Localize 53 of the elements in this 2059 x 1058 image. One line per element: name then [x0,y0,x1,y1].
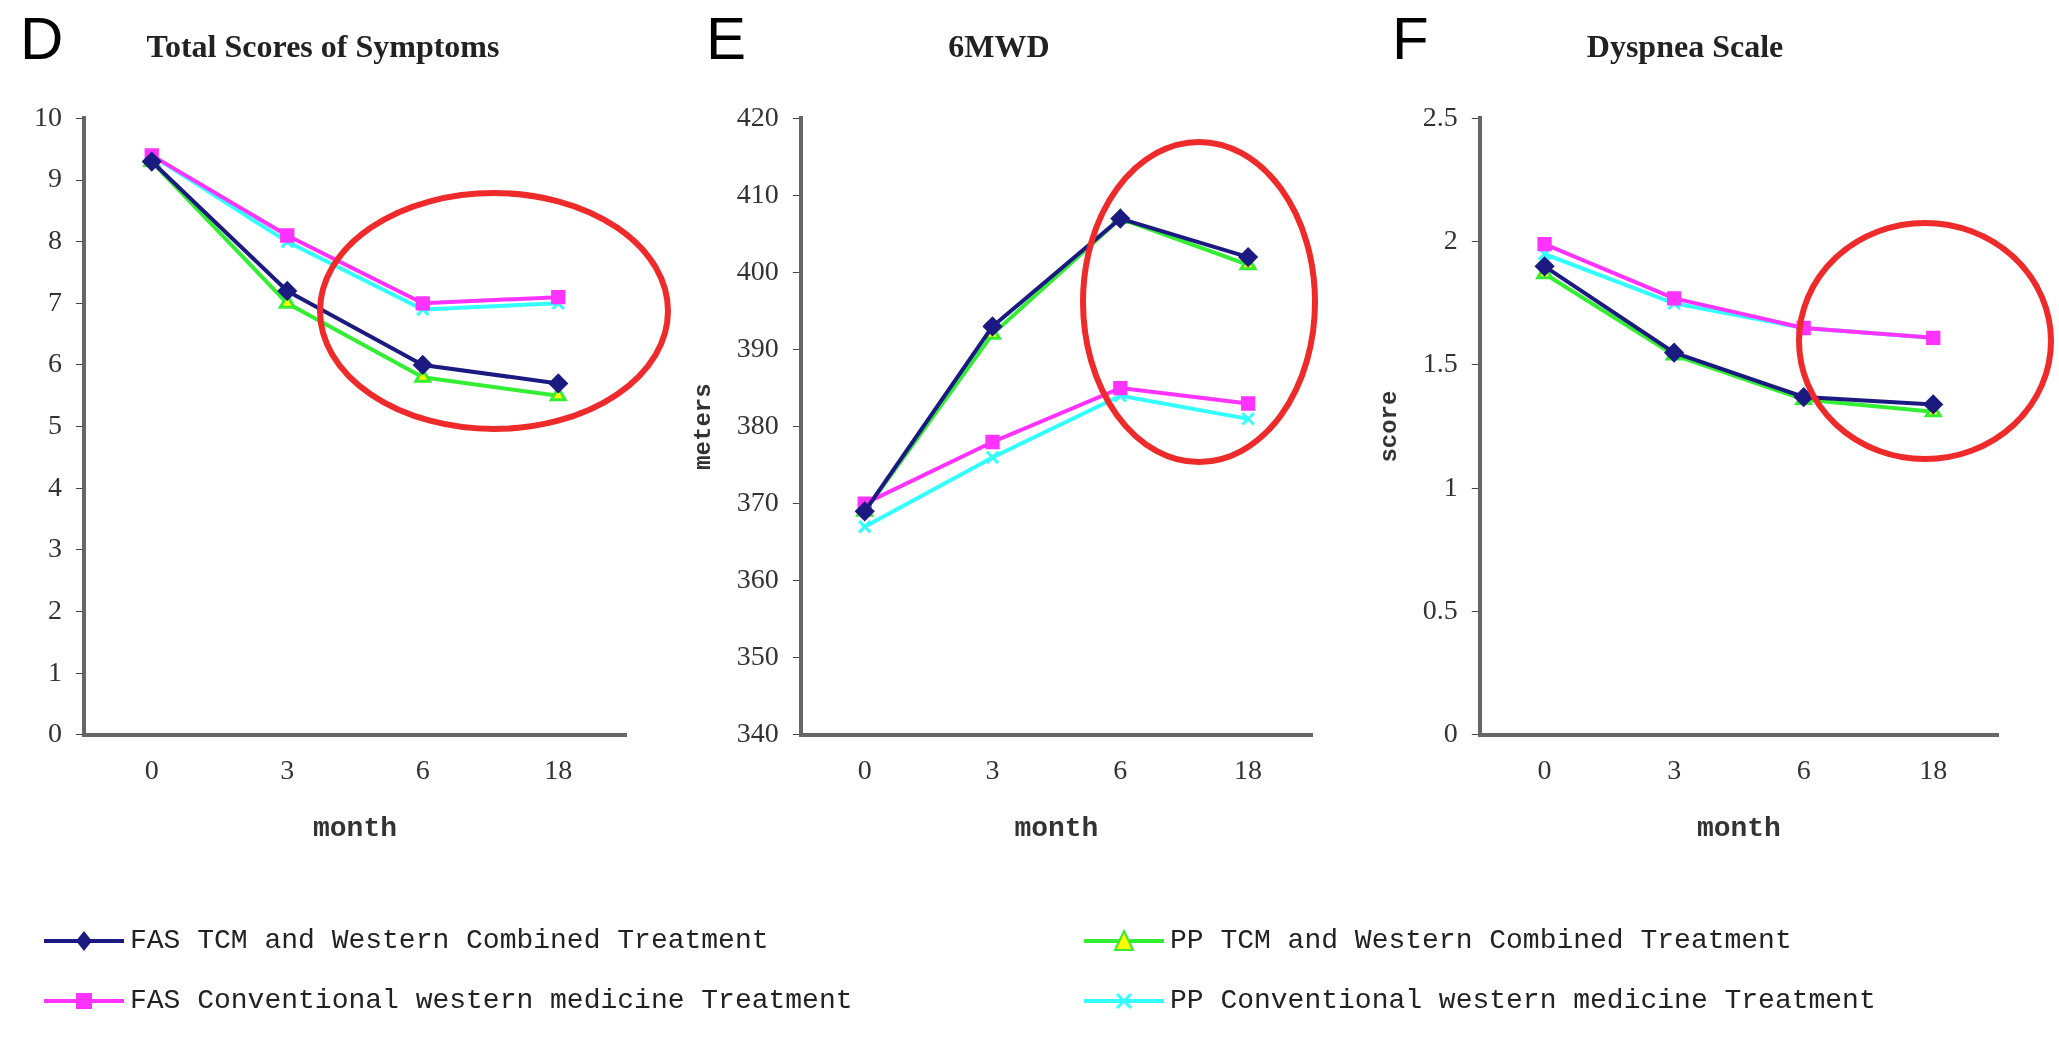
y-tick-label: 1 [48,655,62,687]
x-axis-title: month [1696,813,1781,845]
y-tick-label: 4 [48,470,62,502]
x-tick-label: 6 [1796,753,1811,785]
x-tick-label: 6 [415,753,430,785]
chart-title: 6MWD [948,28,1050,65]
x-tick-label: 3 [1667,753,1682,785]
x-tick-label: 6 [1113,753,1128,785]
y-tick-label: 340 [736,717,779,749]
chart-title: Total Scores of Symptoms [146,28,500,65]
x-tick-label: 18 [1919,753,1948,785]
legend-label: PP Conventional western medicine Treatment [1170,985,1876,1016]
y-tick-label: 380 [736,408,779,440]
y-tick-label: 7 [48,285,62,317]
x-axis-title: month [312,813,398,845]
legend-label: FAS TCM and Western Combined Treatment [130,925,769,956]
y-tick-label: 360 [736,563,779,595]
x-tick-label: 0 [857,753,872,785]
y-tick-label: 3 [48,532,62,564]
y-tick-label: 1 [1443,470,1458,502]
x-tick-label: 0 [144,753,159,785]
y-tick-label: 2 [48,593,62,625]
y-tick-label: 1.5 [1422,347,1458,379]
y-tick-label: 0 [1443,717,1458,749]
x-tick-label: 3 [985,753,1000,785]
y-tick-label: 400 [736,254,779,286]
y-tick-label: 0.5 [1422,593,1458,625]
chart-title: Dyspnea Scale [1586,28,1784,65]
x-tick-label: 18 [1234,753,1263,785]
y-axis-title: score [1376,390,1404,463]
y-tick-label: 5 [48,408,62,440]
y-tick-label: 9 [48,162,62,194]
x-axis-title: month [1014,813,1099,845]
text: E [706,4,747,73]
y-tick-label: 8 [48,224,62,256]
text: F [1392,4,1429,73]
y-tick-label: 370 [736,486,779,518]
x-tick-label: 18 [544,753,573,785]
y-tick-label: 390 [736,331,779,363]
x-tick-label: 3 [280,753,295,785]
x-tick-label: 0 [1537,753,1552,785]
y-tick-label: 2.5 [1422,100,1458,132]
y-axis-title: meters [690,383,718,470]
legend-label: FAS Conventional western medicine Treatment [130,985,853,1016]
legend-label: PP TCM and Western Combined Treatment [1170,925,1792,956]
y-tick-label: 10 [34,100,62,132]
y-tick-label: 0 [48,717,62,749]
y-tick-label: 6 [48,347,62,379]
y-tick-label: 410 [736,177,779,209]
y-tick-label: 350 [736,640,779,672]
y-tick-label: 2 [1443,224,1458,256]
text: D [20,4,64,73]
y-tick-label: 420 [736,100,779,132]
